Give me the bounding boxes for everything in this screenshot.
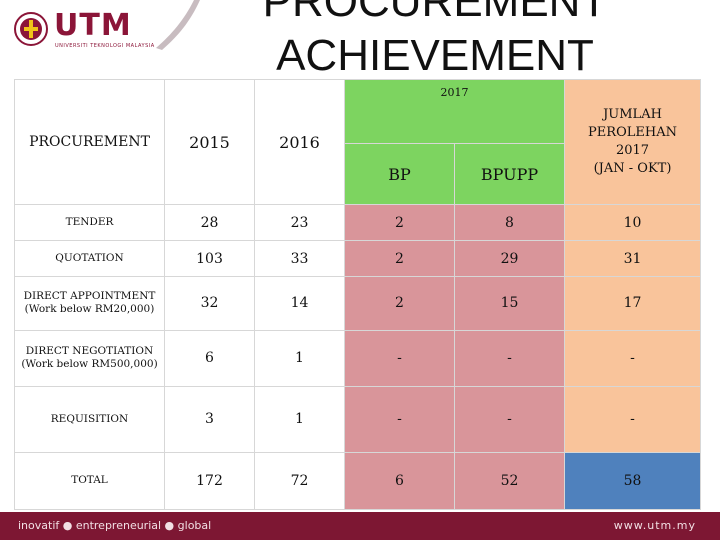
table-row: DIRECT NEGOTIATION (Work below RM500,000… (14, 329, 701, 387)
table-row-total: TOTAL 172 72 6 52 58 (14, 451, 701, 511)
row-label-line1: TOTAL (71, 474, 108, 487)
logo-subtext: UNIVERSITI TEKNOLOGI MALAYSIA (55, 43, 155, 49)
cell-bpupp: 15 (454, 276, 565, 331)
header-2017: 2017 (344, 78, 565, 145)
cell-2016: 1 (254, 329, 345, 387)
header-bpupp: BPUPP (454, 143, 565, 206)
header-row-2: BP BPUPP (15, 143, 701, 206)
row-label-line2: (Work below RM20,000) (24, 303, 155, 316)
header-2015: 2015 (164, 78, 255, 206)
cell-bp: 2 (344, 276, 455, 331)
row-label-line1: QUOTATION (55, 252, 124, 265)
utm-emblem-icon (14, 12, 48, 46)
cell-bpupp: 8 (454, 204, 565, 242)
cell-bpupp: 29 (454, 240, 565, 278)
swoosh-decoration (156, 0, 200, 50)
page-title-line2: ACHIEVEMENT (276, 31, 594, 80)
cell-bp: - (344, 329, 455, 387)
cell-bpupp: - (454, 385, 565, 453)
row-label-line1: TENDER (65, 216, 114, 229)
table-row: REQUISITION 3 1 - - - (14, 385, 701, 453)
header-2016: 2016 (254, 78, 345, 206)
row-label: TOTAL (14, 451, 165, 511)
slide-header: UTM UNIVERSITI TEKNOLOGI MALAYSIA PROCUR… (0, 0, 720, 80)
cell-jumlah-total: 58 (564, 451, 701, 511)
cell-jumlah: 10 (564, 204, 701, 242)
cell-2015: 172 (164, 451, 255, 511)
cell-2016: 33 (254, 240, 345, 278)
row-label-line1: DIRECT APPOINTMENT (23, 290, 156, 303)
cell-2016: 23 (254, 204, 345, 242)
procurement-table: PROCUREMENT 2015 2016 2017 JUMLAH PEROLE… (14, 78, 701, 511)
jumlah-line3: 2017 (615, 143, 650, 159)
cell-2016: 14 (254, 276, 345, 331)
logo-text: UTM (54, 8, 132, 43)
cell-2015: 103 (164, 240, 255, 278)
cell-2015: 32 (164, 276, 255, 331)
cell-jumlah: 17 (564, 276, 701, 331)
header-bp: BP (344, 143, 455, 206)
row-label: REQUISITION (14, 385, 165, 453)
cell-2015: 3 (164, 385, 255, 453)
jumlah-line1: JUMLAH (603, 107, 662, 123)
cell-2016: 1 (254, 385, 345, 453)
table-row: DIRECT APPOINTMENT (Work below RM20,000)… (14, 276, 701, 331)
row-label: DIRECT APPOINTMENT (Work below RM20,000) (14, 276, 165, 331)
row-label-line1: REQUISITION (50, 412, 129, 425)
header-row-1: PROCUREMENT 2015 2016 2017 JUMLAH PEROLE… (14, 78, 701, 206)
footer-tagline: inovatif ● entrepreneurial ● global (18, 519, 212, 532)
cell-jumlah: 31 (564, 240, 701, 278)
cell-bpupp: - (454, 329, 565, 387)
cell-bp: 6 (344, 451, 455, 511)
table-row: TENDER 28 23 2 8 10 (14, 204, 701, 242)
cell-bp: 2 (344, 240, 455, 278)
row-label: QUOTATION (14, 240, 165, 278)
slide-footer: inovatif ● entrepreneurial ● global www.… (0, 512, 720, 540)
row-label: TENDER (14, 204, 165, 242)
page-title-line1: PROCUREMENT (262, 0, 608, 26)
cell-jumlah: - (564, 385, 701, 453)
row-label-line2: (Work below RM500,000) (21, 358, 158, 371)
footer-url: www.utm.my (613, 519, 696, 532)
row-label-line1: DIRECT NEGOTIATION (25, 345, 154, 358)
row-label: DIRECT NEGOTIATION (Work below RM500,000… (14, 329, 165, 387)
header-jumlah: JUMLAH PEROLEHAN 2017 (JAN - OKT) (564, 78, 701, 206)
cell-bp: - (344, 385, 455, 453)
cell-bpupp: 52 (454, 451, 565, 511)
jumlah-line4: (JAN - OKT) (593, 161, 672, 177)
cell-2015: 6 (164, 329, 255, 387)
table-row: QUOTATION 103 33 2 29 31 (14, 240, 701, 278)
cell-2015: 28 (164, 204, 255, 242)
jumlah-line2: PEROLEHAN (588, 125, 677, 141)
header-procurement: PROCUREMENT (14, 78, 165, 206)
utm-logo: UTM UNIVERSITI TEKNOLOGI MALAYSIA (14, 8, 164, 52)
cell-bp: 2 (344, 204, 455, 242)
cell-jumlah: - (564, 329, 701, 387)
cell-2016: 72 (254, 451, 345, 511)
